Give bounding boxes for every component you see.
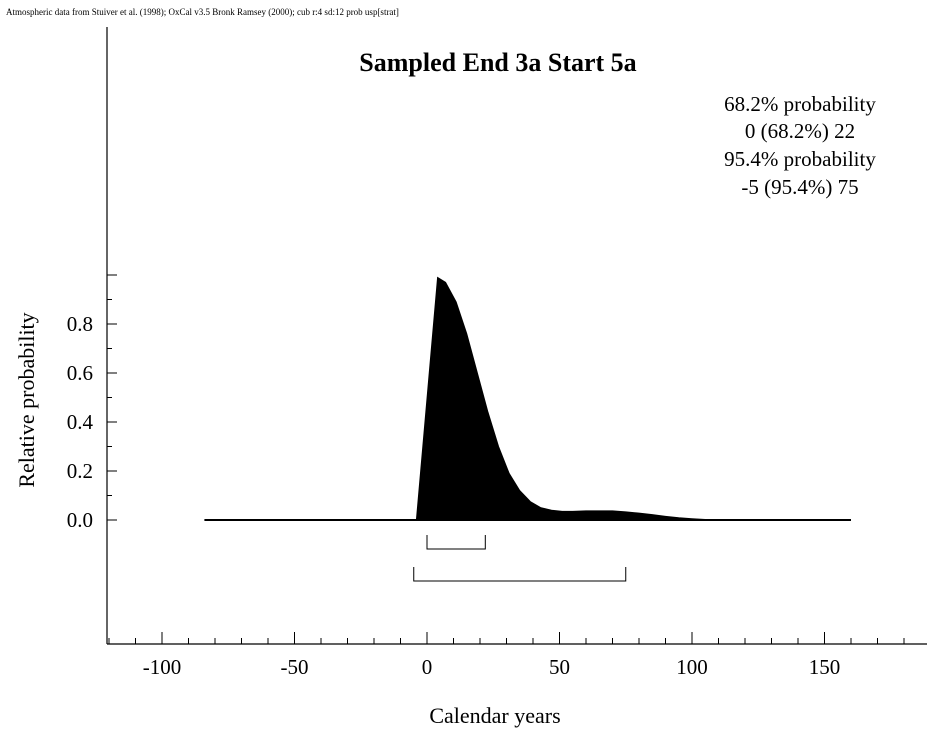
range-brackets [413,535,627,582]
legend-line-3: -5 (95.4%) 75 [741,175,858,199]
range-bracket-95.4 [413,567,627,582]
x-tick-label: -100 [143,655,182,679]
x-axis-ticks: -100 -50 0 50 100 150 [108,632,905,679]
y-tick-label: 0.6 [67,361,93,385]
y-axis-ticks: 0.0 0.2 0.4 0.6 0.8 [67,274,117,532]
x-tick-label: -50 [281,655,309,679]
y-tick-label: 0.2 [67,459,93,483]
x-axis-label: Calendar years [429,703,560,728]
y-tick-label: 0.0 [67,508,93,532]
legend-line-2: 95.4% probability [724,147,876,171]
plot-area [204,276,851,521]
y-axis-label: Relative probability [14,312,39,487]
x-tick-label: 50 [549,655,570,679]
probability-area-0 [415,276,719,521]
legend-line-0: 68.2% probability [724,92,876,116]
range-bracket-68.2 [426,535,486,550]
probability-legend: 68.2% probability 0 (68.2%) 22 95.4% proba… [724,92,876,199]
x-tick-label: 100 [676,655,708,679]
x-tick-label: 150 [809,655,841,679]
y-tick-label: 0.8 [67,312,93,336]
chart-title: Sampled End 3a Start 5a [359,48,636,77]
legend-line-1: 0 (68.2%) 22 [745,119,855,143]
x-tick-label: 0 [422,655,433,679]
y-tick-label: 0.4 [67,410,94,434]
data-credit: Atmospheric data from Stuiver et al. (19… [6,7,399,17]
